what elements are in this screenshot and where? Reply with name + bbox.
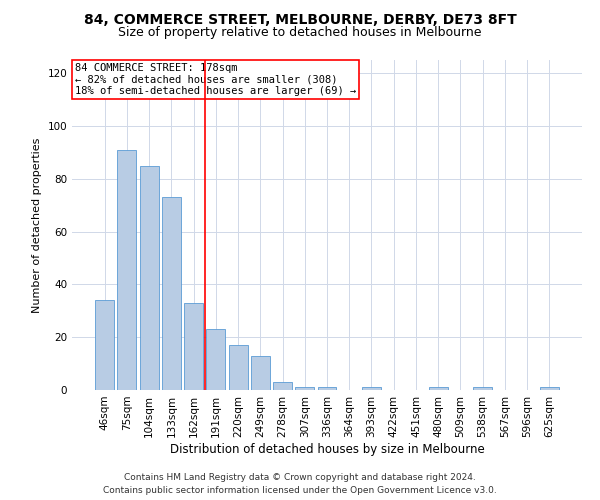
Bar xyxy=(184,303,203,390)
Bar xyxy=(362,388,381,390)
Bar xyxy=(273,382,292,390)
Bar xyxy=(162,198,181,390)
Bar xyxy=(429,388,448,390)
Bar xyxy=(295,388,314,390)
Bar xyxy=(140,166,158,390)
Bar xyxy=(118,150,136,390)
Text: Contains HM Land Registry data © Crown copyright and database right 2024.
Contai: Contains HM Land Registry data © Crown c… xyxy=(103,474,497,495)
Bar xyxy=(229,345,248,390)
Text: 84 COMMERCE STREET: 178sqm
← 82% of detached houses are smaller (308)
18% of sem: 84 COMMERCE STREET: 178sqm ← 82% of deta… xyxy=(75,63,356,96)
Y-axis label: Number of detached properties: Number of detached properties xyxy=(32,138,42,312)
X-axis label: Distribution of detached houses by size in Melbourne: Distribution of detached houses by size … xyxy=(170,442,484,456)
Bar xyxy=(317,388,337,390)
Bar xyxy=(473,388,492,390)
Text: 84, COMMERCE STREET, MELBOURNE, DERBY, DE73 8FT: 84, COMMERCE STREET, MELBOURNE, DERBY, D… xyxy=(83,12,517,26)
Bar xyxy=(206,330,225,390)
Bar xyxy=(95,300,114,390)
Text: Size of property relative to detached houses in Melbourne: Size of property relative to detached ho… xyxy=(118,26,482,39)
Bar xyxy=(251,356,270,390)
Bar xyxy=(540,388,559,390)
